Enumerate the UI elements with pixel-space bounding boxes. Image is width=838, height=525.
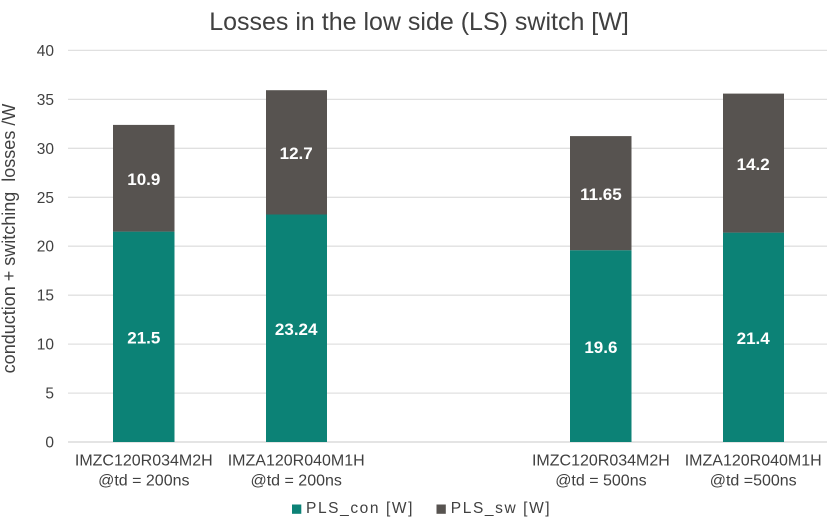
svg-text:19.6: 19.6 [584, 338, 617, 357]
svg-text:21.4: 21.4 [737, 329, 771, 348]
svg-text:11.65: 11.65 [580, 185, 622, 204]
svg-text:14.2: 14.2 [737, 155, 770, 174]
svg-text:conduction + switching losses: conduction + switching losses /W [0, 104, 19, 374]
svg-text:IMZC120R034M2H: IMZC120R034M2H [75, 452, 213, 469]
svg-text:5: 5 [45, 386, 54, 403]
svg-text:@td = 200ns: @td = 200ns [98, 472, 189, 489]
svg-text:20: 20 [37, 239, 55, 256]
svg-text:Losses in the low side (LS) sw: Losses in the low side (LS) switch [W] [209, 8, 629, 36]
svg-text:@td = 200ns: @td = 200ns [250, 472, 341, 489]
svg-text:23.24: 23.24 [275, 320, 318, 339]
svg-text:12.7: 12.7 [280, 144, 313, 163]
svg-text:0: 0 [45, 435, 54, 452]
svg-text:40: 40 [37, 43, 55, 60]
svg-text:30: 30 [37, 141, 55, 158]
svg-text:@td = 500ns: @td = 500ns [555, 472, 646, 489]
svg-text:PLS_con [W]: PLS_con [W] [306, 500, 414, 517]
svg-text:10.9: 10.9 [127, 170, 160, 189]
svg-text:15: 15 [37, 288, 54, 305]
svg-text:IMZA120R040M1H: IMZA120R040M1H [685, 452, 822, 469]
svg-text:IMZA120R040M1H: IMZA120R040M1H [228, 452, 365, 469]
svg-text:@td =500ns: @td =500ns [710, 472, 797, 489]
svg-text:10: 10 [37, 337, 55, 354]
svg-text:IMZC120R034M2H: IMZC120R034M2H [532, 452, 670, 469]
svg-text:25: 25 [37, 190, 54, 207]
svg-text:21.5: 21.5 [127, 329, 160, 348]
svg-text:PLS_sw [W]: PLS_sw [W] [451, 500, 551, 517]
svg-text:35: 35 [37, 92, 54, 109]
